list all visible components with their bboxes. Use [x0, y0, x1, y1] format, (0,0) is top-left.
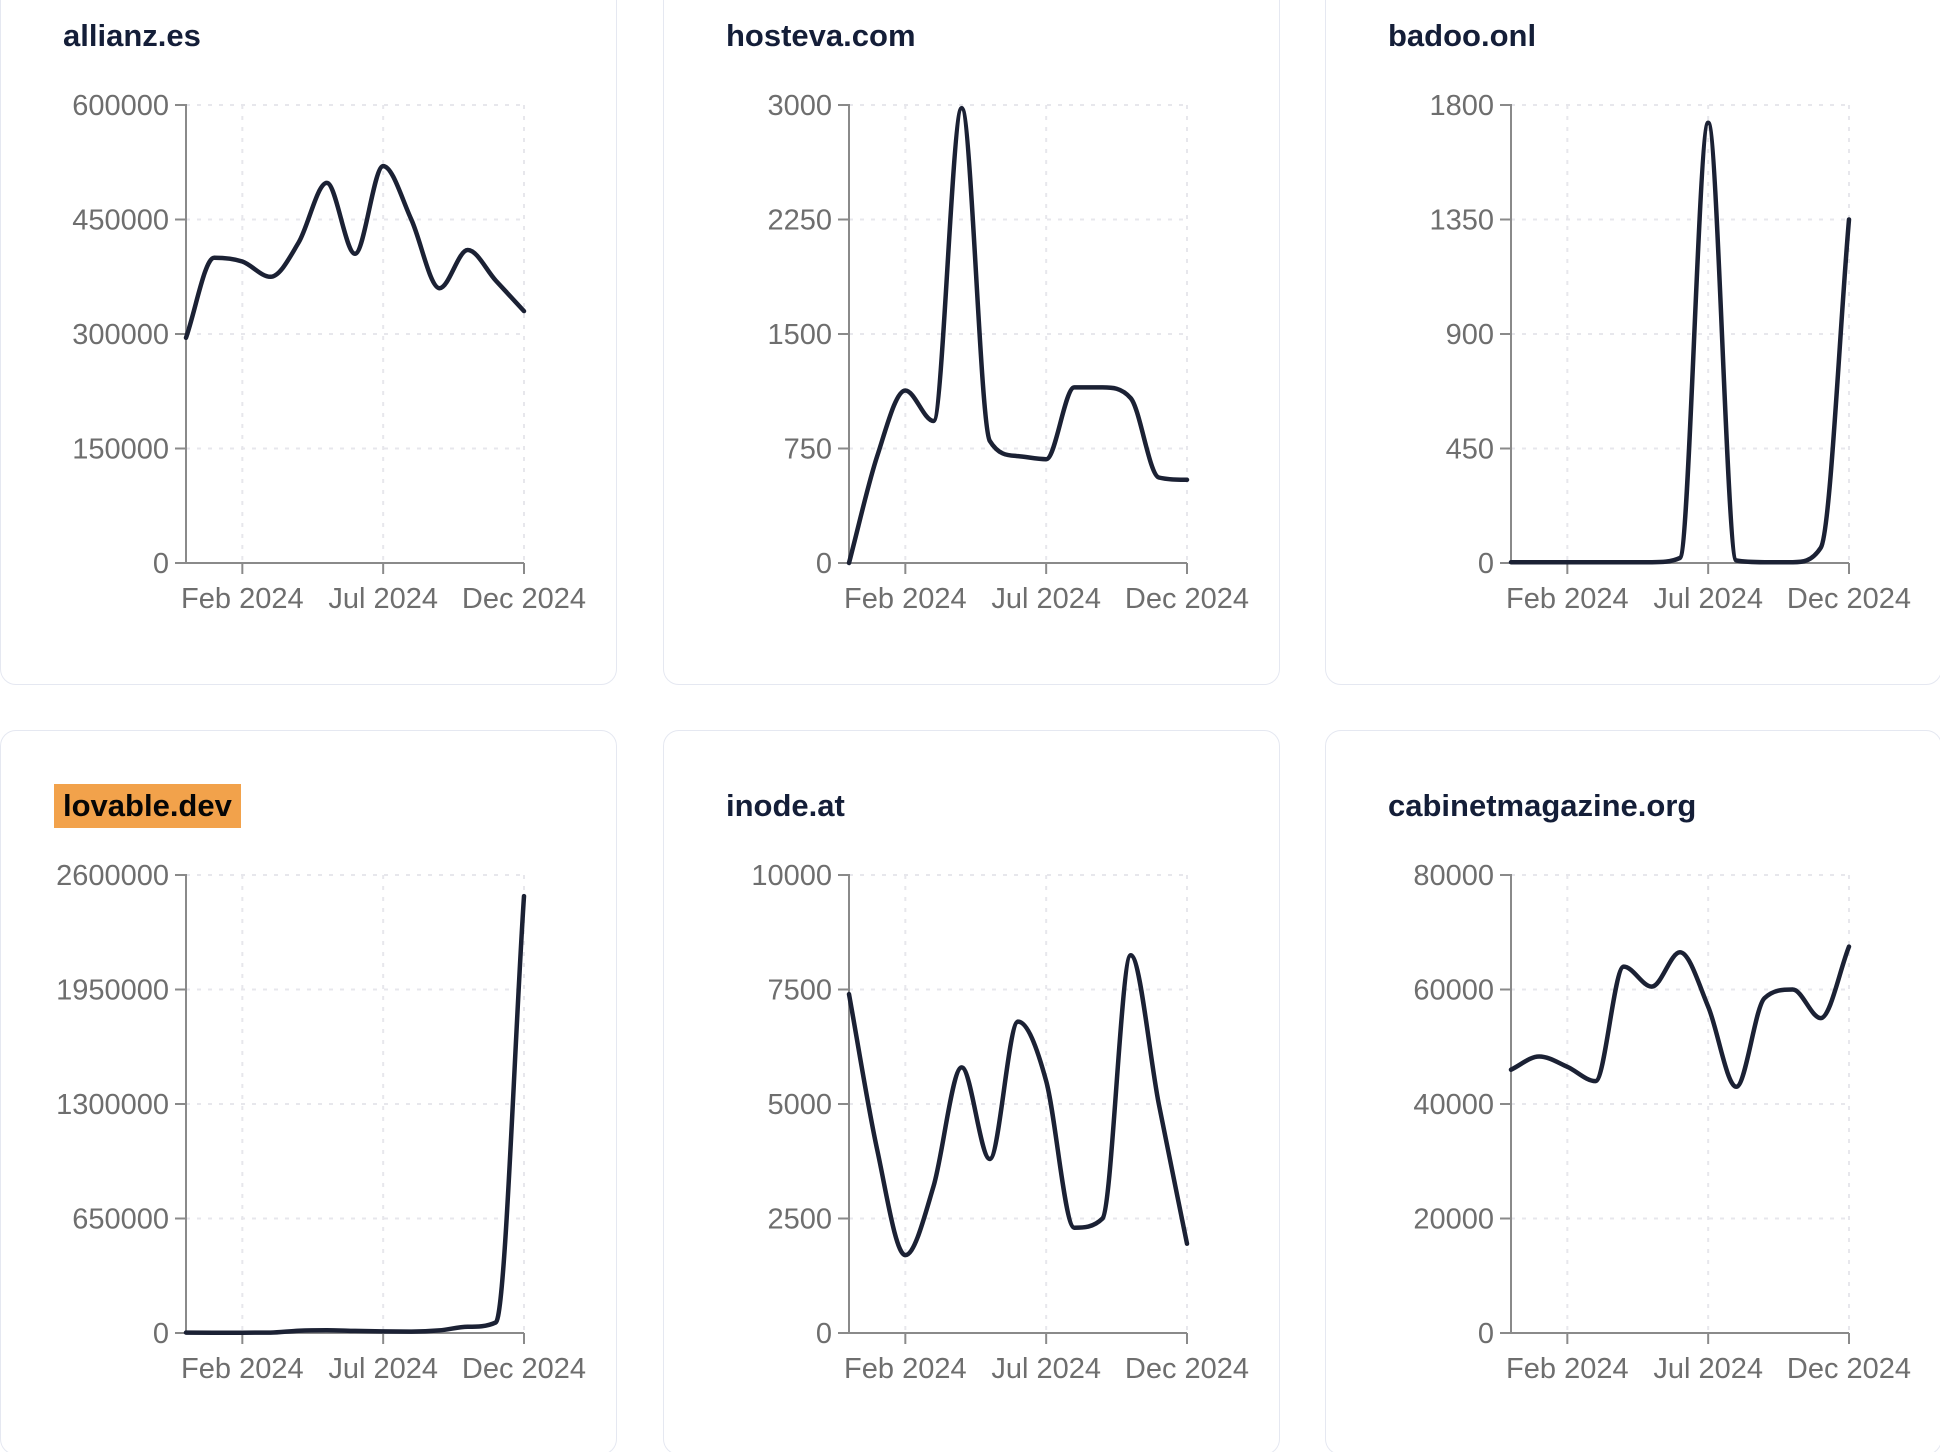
x-tick-label: Feb 2024 — [1506, 583, 1629, 615]
x-tick-label: Dec 2024 — [1125, 583, 1249, 615]
y-tick-label: 1300000 — [56, 1089, 169, 1121]
x-tick-label: Feb 2024 — [181, 583, 304, 615]
y-tick-label: 600000 — [72, 90, 169, 122]
y-tick-label: 650000 — [72, 1204, 169, 1236]
traffic-chart: 0 150000 300000 450000 600000 Feb 2024 Jul 202… — [72, 90, 586, 615]
domain-title-text: cabinetmagazine.org — [1388, 788, 1697, 823]
domain-card-cabinetmagazine: cabinetmagazine.org 0 20000 40000 60000 8000… — [1325, 730, 1940, 1452]
x-tick-label: Feb 2024 — [1506, 1353, 1629, 1385]
x-tick-label: Feb 2024 — [844, 583, 967, 615]
x-tick-label: Dec 2024 — [1787, 1353, 1911, 1385]
domain-title: inode.at — [726, 788, 845, 824]
x-tick-label: Dec 2024 — [462, 583, 586, 615]
y-tick-label: 40000 — [1413, 1089, 1494, 1121]
x-tick-label: Jul 2024 — [1653, 583, 1763, 615]
domain-title: badoo.onl — [1388, 18, 1536, 54]
domain-card-hosteva: hosteva.com 0 750 1500 2250 3000 Feb 2024 Jul … — [663, 0, 1280, 685]
traffic-line — [846, 105, 1190, 566]
traffic-chart: 0 20000 40000 60000 80000 Feb 2024 Jul 2024 Dec… — [1413, 860, 1911, 1385]
y-tick-label: 1350 — [1429, 205, 1494, 237]
y-tick-label: 0 — [1478, 548, 1494, 580]
traffic-chart: 0 2500 5000 7500 10000 Feb 2024 Jul 2024 Dec 20… — [751, 860, 1249, 1385]
y-tick-label: 0 — [153, 548, 169, 580]
y-tick-label: 3000 — [767, 90, 832, 122]
y-tick-label: 0 — [816, 1318, 832, 1350]
y-tick-label: 450 — [1446, 434, 1494, 466]
y-tick-label: 20000 — [1413, 1204, 1494, 1236]
traffic-chart: 0 750 1500 2250 3000 Feb 2024 Jul 2024 Dec 2024 — [767, 90, 1249, 615]
x-tick-label: Jul 2024 — [328, 1353, 438, 1385]
y-tick-label: 5000 — [767, 1089, 832, 1121]
y-tick-label: 1800 — [1429, 90, 1494, 122]
y-tick-label: 2500 — [767, 1204, 832, 1236]
y-tick-label: 750 — [784, 434, 832, 466]
traffic-chart: 0 450 900 1350 1800 Feb 2024 Jul 2024 Dec 2024 — [1429, 90, 1911, 615]
y-tick-label: 80000 — [1413, 860, 1494, 892]
highlighted-domain-title-text: lovable.dev — [54, 784, 241, 828]
traffic-line — [1508, 944, 1852, 1090]
y-tick-label: 150000 — [72, 434, 169, 466]
x-tick-label: Jul 2024 — [991, 583, 1101, 615]
domain-title: allianz.es — [63, 18, 201, 54]
traffic-line — [846, 952, 1190, 1258]
y-tick-label: 300000 — [72, 319, 169, 351]
y-tick-label: 0 — [153, 1318, 169, 1350]
y-tick-label: 60000 — [1413, 975, 1494, 1007]
y-tick-label: 450000 — [72, 205, 169, 237]
y-tick-label: 7500 — [767, 975, 832, 1007]
domain-card-badoo: badoo.onl 0 450 900 1350 1800 Feb 2024 Jul 202… — [1325, 0, 1940, 685]
y-tick-label: 2600000 — [56, 860, 169, 892]
domain-title: lovable.dev — [54, 784, 241, 828]
y-tick-label: 0 — [1478, 1318, 1494, 1350]
y-tick-label: 1500 — [767, 319, 832, 351]
y-tick-label: 10000 — [751, 860, 832, 892]
y-tick-label: 2250 — [767, 205, 832, 237]
traffic-line — [1508, 120, 1852, 565]
y-tick-label: 900 — [1446, 319, 1494, 351]
y-tick-label: 0 — [816, 548, 832, 580]
x-tick-label: Feb 2024 — [181, 1353, 304, 1385]
x-tick-label: Jul 2024 — [1653, 1353, 1763, 1385]
x-tick-label: Jul 2024 — [991, 1353, 1101, 1385]
domain-title: hosteva.com — [726, 18, 916, 54]
traffic-line — [183, 893, 527, 1335]
domain-title-text: badoo.onl — [1388, 18, 1537, 53]
domain-card-allianz: allianz.es 0 150000 300000 450000 600000 Feb … — [0, 0, 617, 685]
domain-card-inode: inode.at 0 2500 5000 7500 10000 Feb 2024 Jul 2… — [663, 730, 1280, 1452]
y-tick-label: 1950000 — [56, 975, 169, 1007]
x-tick-label: Dec 2024 — [1787, 583, 1911, 615]
x-tick-label: Dec 2024 — [1125, 1353, 1249, 1385]
domain-title-text: inode.at — [726, 788, 845, 823]
traffic-chart: 0 650000 1300000 1950000 2600000 Feb 2024 Jul … — [56, 860, 586, 1385]
x-tick-label: Dec 2024 — [462, 1353, 586, 1385]
domain-card-lovable: lovable.dev 0 650000 1300000 1950000 2600000… — [0, 730, 617, 1452]
domain-title-text: hosteva.com — [726, 18, 916, 53]
x-tick-label: Feb 2024 — [844, 1353, 967, 1385]
domain-title-text: allianz.es — [63, 18, 201, 53]
domain-title: cabinetmagazine.org — [1388, 788, 1696, 824]
traffic-line — [183, 163, 527, 341]
x-tick-label: Jul 2024 — [328, 583, 438, 615]
